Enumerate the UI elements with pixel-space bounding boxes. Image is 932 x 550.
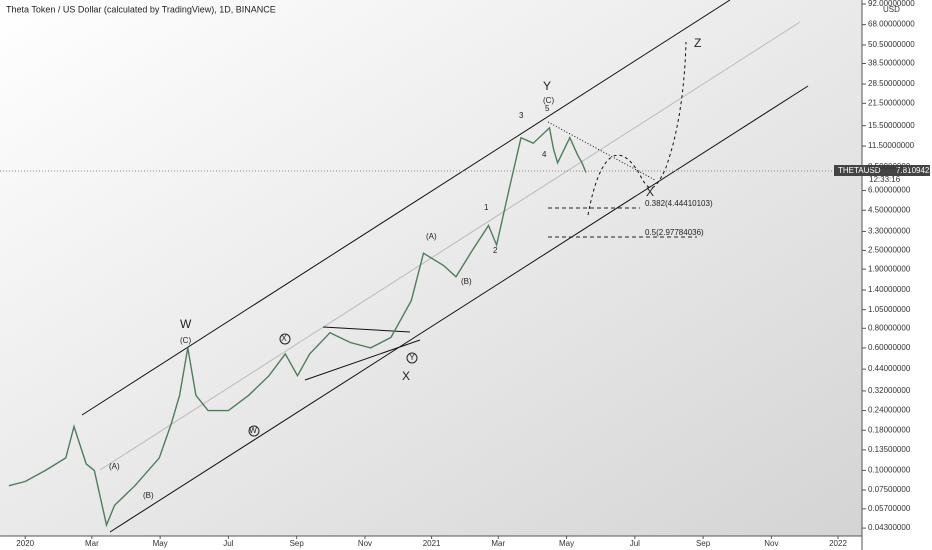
y-tick-label: 0.05700000 [868,504,911,513]
wave-label: 1 [484,203,489,212]
y-tick-label: 0.13500000 [868,445,911,454]
y-tick-label: 11.50000000 [868,141,915,150]
x-tick-label: Nov [764,539,778,548]
x-tick-label: May [153,539,168,548]
wave-label: (C) [543,96,554,105]
wave-circle [248,425,260,437]
y-tick-label: 0.24000000 [868,406,911,415]
projection-path [587,41,687,216]
axis-unit: USD [883,5,900,14]
wave-circle [406,352,418,364]
channel-lower [109,85,809,533]
channel-upper [81,0,731,416]
price-axis [862,0,932,550]
y-tick-label: 1.90000000 [868,264,911,273]
wave-label: (C) [180,336,191,345]
wave-label: W [249,426,257,435]
triangle-line [304,339,421,381]
y-tick-label: 1.05000000 [868,305,911,314]
wave-circle [279,333,291,345]
y-tick-label: 0.10000000 [868,466,911,475]
y-tick-label: 8.50000000 [868,162,911,171]
wave-label: 5 [545,104,550,113]
x-tick-label: 2021 [423,539,441,548]
wave-label: Z [694,36,701,50]
time-axis [0,536,862,550]
triangle-line [322,326,411,333]
y-tick-label: 15.50000000 [868,121,915,130]
y-tick-label: 50.50000000 [868,40,915,49]
y-tick-label: 92.00000000 [868,0,915,8]
x-tick-label: 2020 [16,539,34,548]
y-tick-label: 68.00000000 [868,20,915,29]
y-tick-label: 38.50000000 [868,59,915,68]
y-tick-label: 6.00000000 [868,186,911,195]
y-tick-label: 28.50000000 [868,79,915,88]
countdown: 12:33:16 [869,175,901,184]
x-tick-label: Nov [358,539,372,548]
wave-label: (B) [143,491,154,500]
wave-label: 2 [493,246,498,255]
fib-label: 0.5(2.97784036) [645,228,704,237]
wave-label: X [281,334,287,343]
price-line [8,126,587,528]
wave-label: (A) [109,462,120,471]
x-tick-label: Jul [223,539,233,548]
x-tick-label: Mar [85,539,99,548]
y-tick-label: 0.80000000 [868,323,911,332]
wave-label: X [646,185,654,199]
wave-label: W [180,317,192,331]
plot-background [0,0,862,536]
x-tick-label: Jul [630,539,640,548]
fib-label: 0.382(4.44410103) [645,199,713,208]
wave-label: (A) [426,232,437,241]
channel-middle [99,21,801,471]
y-tick-label: 3.30000000 [868,227,911,236]
chart-title: Theta Token / US Dollar (calculated by T… [6,4,276,14]
wave-label: (B) [461,277,472,286]
wave-label: Y [543,79,551,93]
wave-label: Y [409,353,415,362]
x-tick-label: 2022 [829,539,847,548]
wave-label: X [402,369,410,383]
x-tick-label: Mar [491,539,505,548]
symbol: THETAUSD [838,166,881,175]
y-tick-label: 4.50000000 [868,205,911,214]
y-tick-label: 0.04300000 [868,523,911,532]
last-price: 7.81094236 [896,166,932,175]
y-tick-label: 21.50000000 [868,98,915,107]
y-tick-label: 0.07500000 [868,485,911,494]
trend-line [547,121,656,181]
x-tick-label: Sep [290,539,305,548]
y-tick-label: 0.32000000 [868,386,911,395]
y-tick-label: 0.18000000 [868,425,911,434]
x-tick-label: Sep [696,539,711,548]
x-tick-label: May [559,539,574,548]
price-badge [834,165,930,176]
y-tick-label: 0.44000000 [868,364,911,373]
y-tick-label: 0.60000000 [868,343,911,352]
y-tick-label: 2.50000000 [868,246,911,255]
wave-label: 4 [542,150,547,159]
y-tick-label: 1.40000000 [868,285,911,294]
wave-label: 3 [519,111,524,120]
